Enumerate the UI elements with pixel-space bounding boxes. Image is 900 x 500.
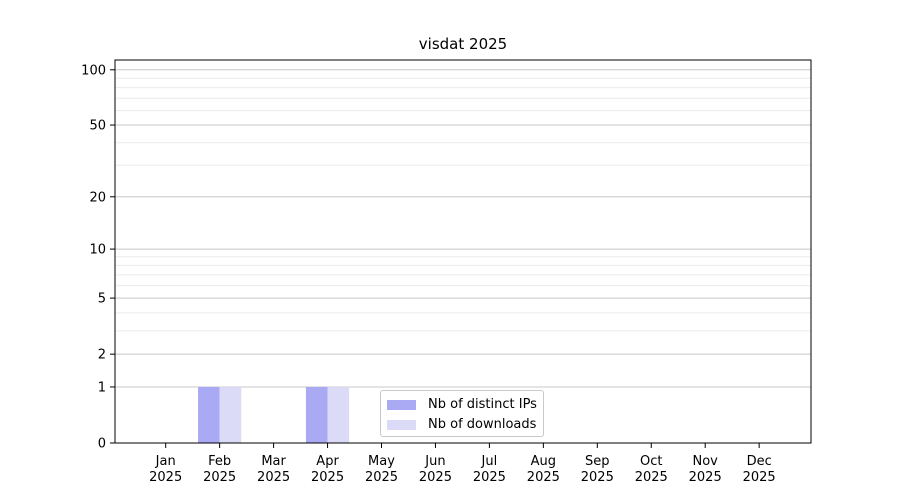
x-tick-label-year: 2025	[149, 470, 182, 485]
x-tick-label-year: 2025	[635, 470, 668, 485]
y-tick-label: 0	[98, 437, 106, 452]
x-tick-label-month: Nov	[693, 454, 719, 469]
x-tick-label-year: 2025	[257, 470, 290, 485]
x-tick-label-year: 2025	[365, 470, 398, 485]
x-tick-label-month: Feb	[208, 454, 231, 469]
y-tick-label: 100	[81, 63, 106, 78]
x-tick-label-month: Jan	[155, 454, 176, 469]
x-tick-label-year: 2025	[581, 470, 614, 485]
legend-label-distinct-ips: Nb of distinct IPs	[428, 397, 537, 412]
x-tick-label-month: Aug	[531, 454, 556, 469]
legend: Nb of distinct IPs Nb of downloads	[380, 390, 544, 437]
bar-feb-distinct-ips	[198, 386, 220, 443]
x-tick-label-month: Jul	[481, 454, 498, 469]
chart-title: visdat 2025	[418, 35, 508, 53]
x-tick-label-month: Sep	[585, 454, 610, 469]
x-tick-label-month: Jun	[424, 454, 445, 469]
y-tick-label: 2	[98, 348, 106, 363]
x-tick-label-month: Mar	[261, 454, 286, 469]
x-tick-label-month: Dec	[747, 454, 772, 469]
legend-label-downloads: Nb of downloads	[428, 417, 537, 432]
x-tick-label-year: 2025	[689, 470, 722, 485]
y-tick-label: 20	[89, 190, 106, 205]
y-tick-label: 1	[98, 380, 106, 395]
bar-feb-downloads	[219, 386, 242, 443]
x-tick-label-year: 2025	[743, 470, 776, 485]
x-tick-label-month: Oct	[640, 454, 662, 469]
x-tick-label-year: 2025	[473, 470, 506, 485]
y-tick-label: 10	[89, 243, 106, 258]
x-tick-label-year: 2025	[311, 470, 344, 485]
x-tick-label-year: 2025	[203, 470, 236, 485]
y-tick-label: 50	[89, 119, 106, 134]
legend-swatch-distinct-ips-icon	[387, 400, 416, 410]
x-tick-label-month: Apr	[316, 454, 339, 469]
x-tick-label-month: May	[368, 454, 395, 469]
legend-item-downloads: Nb of downloads	[387, 418, 537, 432]
y-tick-label: 5	[98, 292, 106, 307]
legend-swatch-downloads-icon	[387, 420, 416, 430]
bar-apr-distinct-ips	[305, 386, 328, 443]
plot-border	[114, 59, 812, 444]
x-tick-label-year: 2025	[527, 470, 560, 485]
legend-item-distinct-ips: Nb of distinct IPs	[387, 398, 537, 412]
x-tick-label-year: 2025	[419, 470, 452, 485]
bar-apr-downloads	[327, 386, 350, 443]
